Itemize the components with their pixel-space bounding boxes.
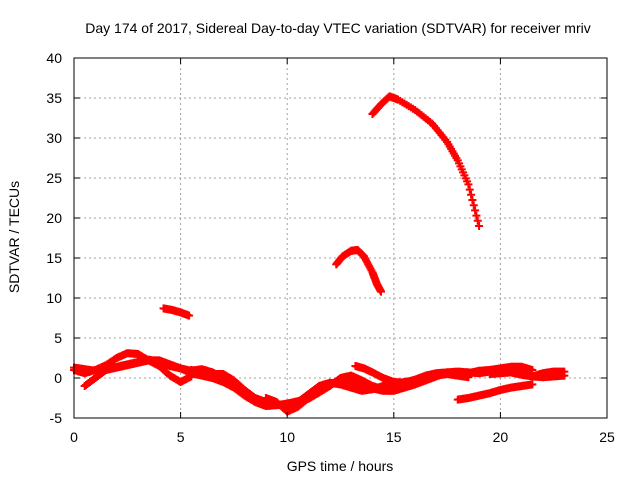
data-point (185, 311, 194, 320)
y-tick-label: 30 (46, 130, 62, 146)
data-point (465, 185, 474, 194)
data-point (469, 201, 478, 210)
data-point (560, 371, 569, 380)
data-point (467, 190, 476, 199)
y-tick-label: 35 (46, 90, 62, 106)
data-point (473, 216, 482, 225)
plot-frame (73, 57, 608, 419)
chart-title: Day 174 of 2017, Sidereal Day-to-day VTE… (85, 20, 590, 36)
series-arc7 (453, 380, 537, 404)
x-tick-label: 5 (177, 429, 185, 445)
y-tick-label: -5 (50, 410, 63, 426)
x-tick-label: 20 (493, 429, 509, 445)
data-point (377, 287, 386, 296)
x-tick-label: 25 (599, 429, 615, 445)
data-point (472, 211, 481, 220)
data-point (468, 196, 477, 204)
series-arc11 (332, 246, 386, 296)
data-point (471, 206, 480, 215)
x-tick-label: 15 (386, 429, 402, 445)
y-axis-label: SDTVAR / TECUs (6, 181, 22, 293)
axis-ticks: 0 5 10 15 20 25 -5 0 5 10 15 20 25 30 35 40 (46, 50, 615, 445)
data-plot (70, 92, 569, 416)
data-point (475, 222, 484, 230)
series-arc12 (368, 92, 484, 230)
y-tick-label: 0 (54, 370, 62, 386)
y-tick-label: 10 (46, 290, 62, 306)
series-arc6 (351, 362, 537, 387)
series-arc9 (507, 367, 569, 382)
data-point (464, 180, 473, 189)
y-tick-label: 25 (46, 170, 62, 186)
series-arc5 (261, 370, 441, 416)
x-axis-label: GPS time / hours (287, 458, 394, 474)
data-point (528, 380, 537, 389)
y-tick-label: 40 (46, 50, 62, 66)
y-tick-label: 15 (46, 250, 62, 266)
x-tick-label: 0 (70, 429, 78, 445)
y-tick-label: 5 (54, 330, 62, 346)
series-arc10 (159, 304, 194, 320)
x-tick-label: 10 (279, 429, 295, 445)
y-tick-label: 20 (46, 210, 62, 226)
